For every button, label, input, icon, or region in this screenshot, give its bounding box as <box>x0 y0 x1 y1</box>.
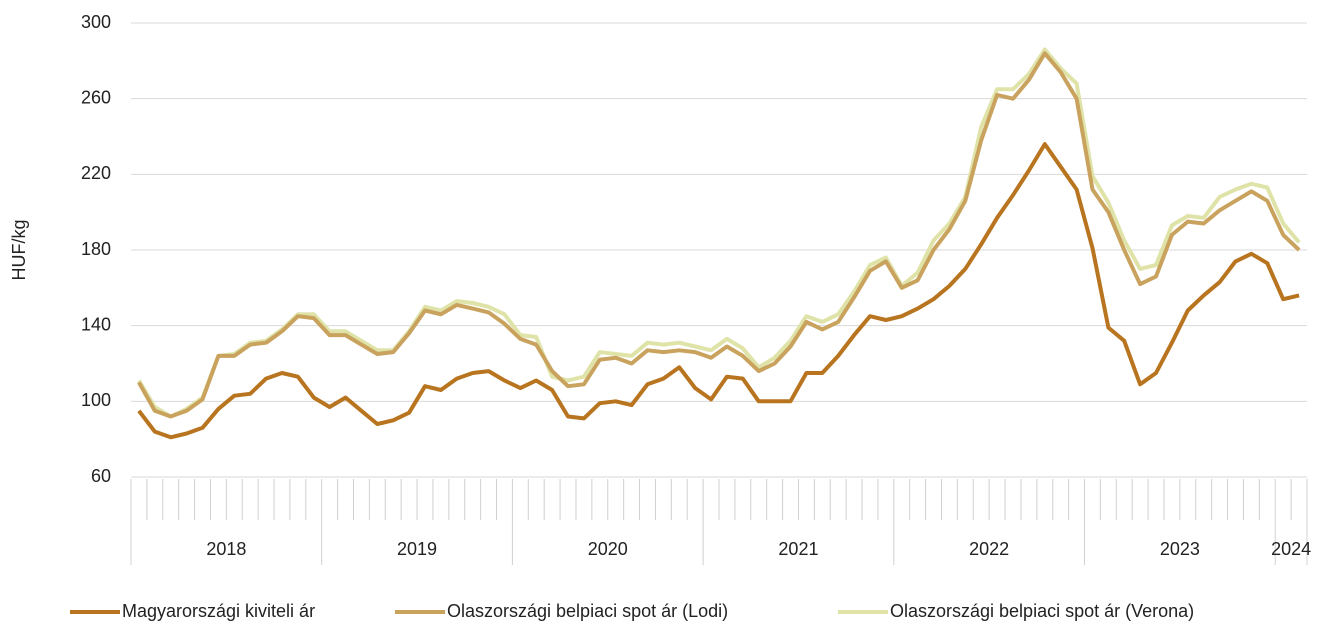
x-group-label: 2022 <box>969 539 1009 559</box>
x-group-label: 2023 <box>1160 539 1200 559</box>
y-tick-label: 260 <box>81 87 111 107</box>
y-axis-label: HUF/kg <box>9 219 29 280</box>
legend-label: Olaszországi belpiaci spot ár (Verona) <box>890 601 1194 621</box>
y-tick-label: 140 <box>81 314 111 334</box>
y-tick-label: 100 <box>81 390 111 410</box>
y-tick-label: 220 <box>81 163 111 183</box>
legend-label: Magyarországi kiviteli ár <box>122 601 315 621</box>
legend-label: Olaszországi belpiaci spot ár (Lodi) <box>447 601 728 621</box>
y-tick-label: 300 <box>81 12 111 32</box>
x-group-label: 2021 <box>778 539 818 559</box>
x-group-label: 2019 <box>397 539 437 559</box>
x-group-label: 2018 <box>206 539 246 559</box>
y-tick-label: 180 <box>81 239 111 259</box>
x-group-label: 2024 <box>1271 539 1311 559</box>
x-group-label: 2020 <box>588 539 628 559</box>
y-tick-label: 60 <box>91 466 111 486</box>
series-line <box>137 47 1301 419</box>
series-line <box>137 51 1301 419</box>
series-line <box>137 142 1300 440</box>
